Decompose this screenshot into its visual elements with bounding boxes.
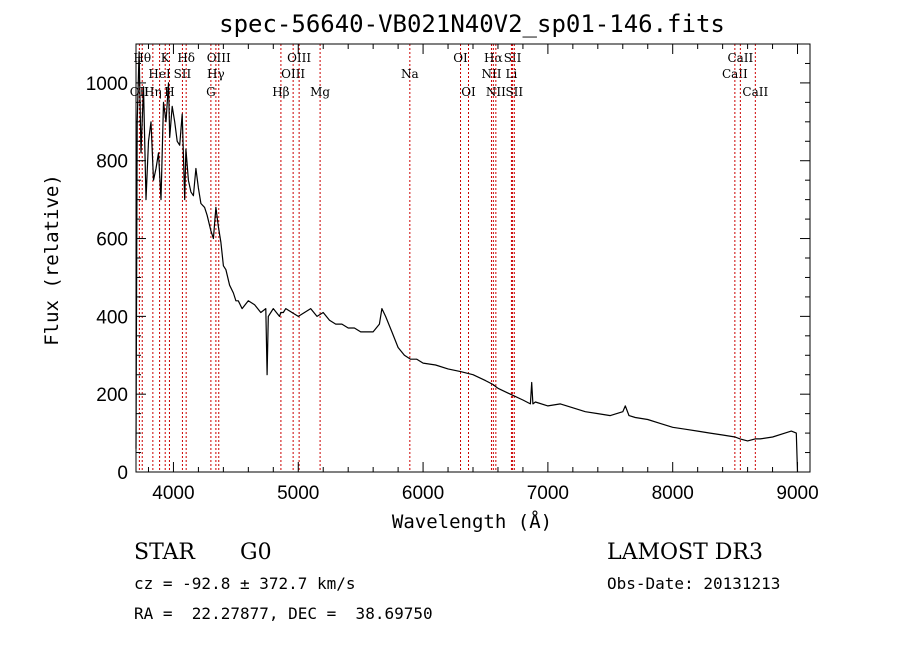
x-tick-label-6000: 6000 (402, 483, 444, 504)
x-tick-label-7000: 7000 (527, 483, 569, 504)
x-tick-label-5000: 5000 (277, 483, 319, 504)
line-label-4: K (161, 51, 171, 65)
line-label-26: CaII (742, 85, 768, 99)
line-label-18: NII (481, 67, 501, 81)
line-label-13: OIII (287, 51, 311, 65)
line-label-21: SII (504, 51, 522, 65)
y-tick-label-200: 200 (96, 385, 128, 406)
redshift-text: cz = -92.8 ± 372.7 km/s (134, 574, 356, 593)
line-label-11: Hβ (272, 85, 289, 99)
y-tick-label-0: 0 (117, 463, 128, 484)
line-label-17: OI (461, 85, 476, 99)
y-axis-label: Flux (relative) (41, 174, 63, 346)
x-tick-label-4000: 4000 (152, 483, 194, 504)
chart-title: spec-56640-VB021N40V2_sp01-146.fits (219, 10, 725, 38)
line-label-19: Hα (484, 51, 503, 65)
line-label-16: OI (453, 51, 468, 65)
line-label-7: Hδ (177, 51, 195, 65)
line-label-25: CaII (727, 51, 753, 65)
y-tick-label-400: 400 (96, 307, 128, 328)
line-label-23: SII (505, 85, 523, 99)
line-label-24: CaII (722, 67, 748, 81)
line-label-14: Mg (310, 85, 330, 99)
spectral-line-markers: OIIHθHηHeIKHSIIHδGHγOIIIHβOIIIOIIIMgNaOI… (130, 44, 768, 472)
plot-frame (135, 43, 811, 473)
line-label-12: OIII (281, 67, 305, 81)
spectrum-series (135, 51, 799, 473)
line-label-8: G (206, 85, 216, 99)
survey-name: LAMOST DR3 (607, 540, 763, 565)
line-label-10: OIII (207, 51, 231, 65)
axes: 4000 5000 6000 7000 8000 9000 0 200 400 600 800 100… (86, 43, 819, 504)
y-tick-label-800: 800 (96, 152, 128, 173)
y-tick-label-1000: 1000 (86, 74, 128, 95)
line-label-1: Hθ (133, 51, 151, 65)
line-label-20: NII (486, 85, 506, 99)
y-tick-label-600: 600 (96, 230, 128, 251)
line-label-3: HeI (148, 67, 171, 81)
object-class: STAR (134, 540, 195, 565)
x-tick-label-8000: 8000 (652, 483, 694, 504)
obs-date: Obs-Date: 20131213 (607, 574, 781, 593)
line-label-2: Hη (144, 85, 162, 99)
line-label-22: Li (506, 67, 518, 81)
coordinates-text: RA = 22.27877, DEC = 38.69750 (134, 604, 433, 623)
line-label-5: H (164, 85, 174, 99)
x-axis-label: Wavelength (Å) (392, 510, 552, 533)
line-label-9: Hγ (207, 67, 225, 81)
line-label-15: Na (401, 67, 419, 81)
x-tick-label-9000: 9000 (776, 483, 818, 504)
line-label-6: SII (174, 67, 192, 81)
subclass: G0 (240, 540, 272, 565)
spectrum-line (135, 51, 799, 473)
